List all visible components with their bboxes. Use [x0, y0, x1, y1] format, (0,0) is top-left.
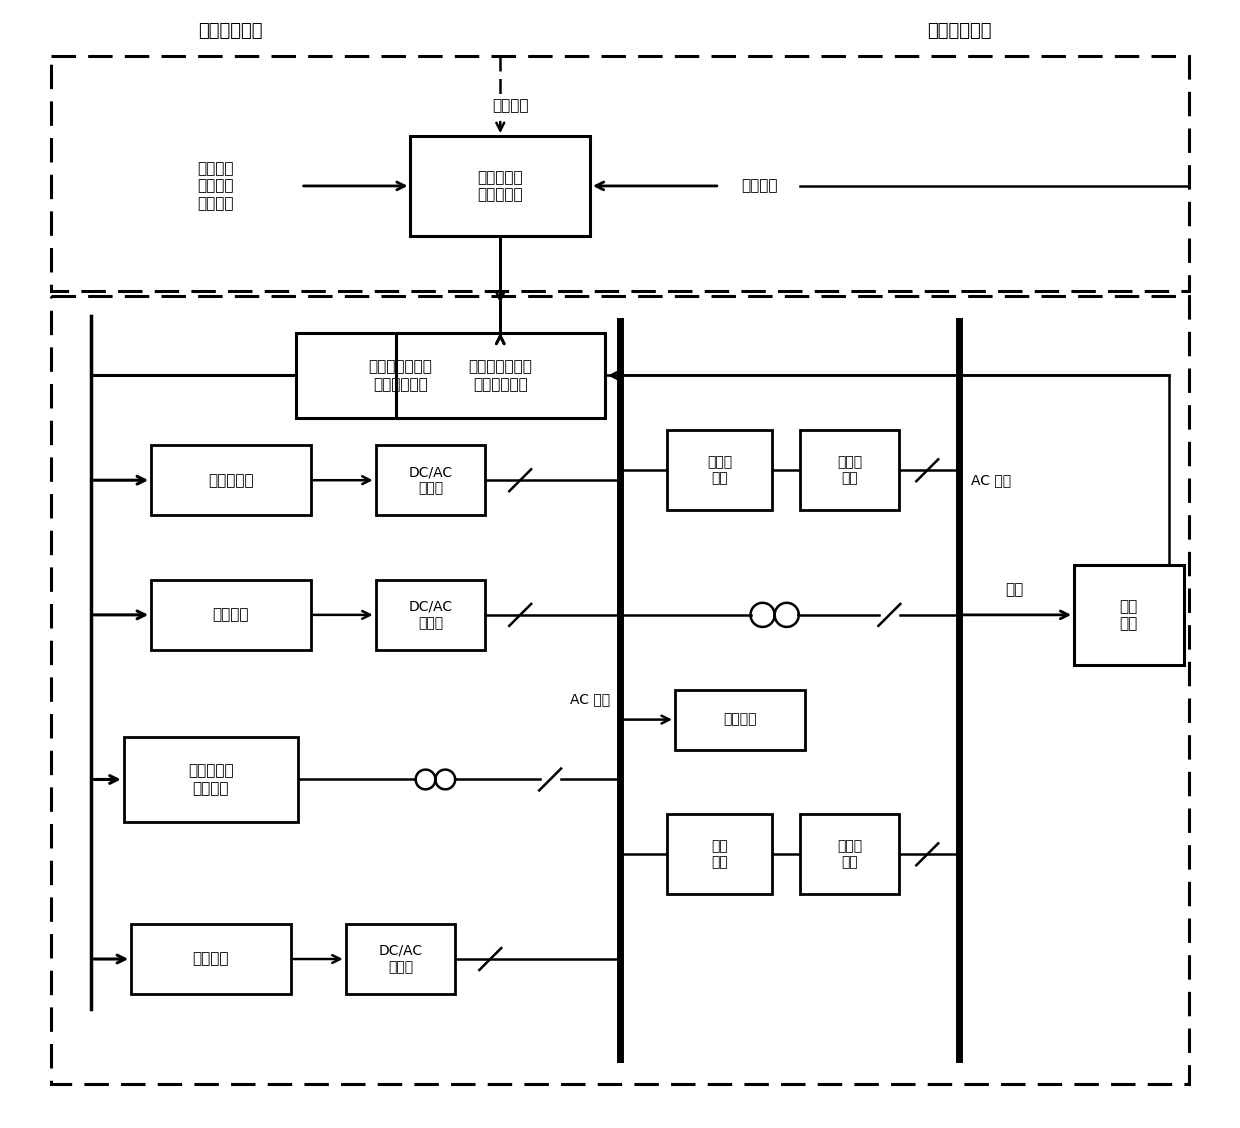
Bar: [800, 430, 899, 510]
Bar: [151, 580, 311, 650]
Bar: [800, 814, 899, 895]
Text: 飞轮
储能: 飞轮 储能: [712, 839, 728, 870]
Text: 光伏阵列: 光伏阵列: [192, 952, 229, 967]
Text: 测试实验数据: 测试实验数据: [928, 23, 992, 41]
Text: DC/AC
变换器: DC/AC 变换器: [408, 600, 453, 629]
Text: DC/AC
变换器: DC/AC 变换器: [408, 465, 453, 495]
Text: 铅酸蓄
电池: 铅酸蓄 电池: [707, 455, 733, 485]
Bar: [376, 446, 485, 515]
Bar: [295, 333, 505, 417]
Text: 约束条件: 约束条件: [742, 178, 777, 193]
Text: DC/AC
变换器: DC/AC 变换器: [378, 944, 423, 975]
Bar: [124, 737, 299, 822]
Text: 系统模型: 系统模型: [492, 98, 528, 114]
Bar: [667, 814, 773, 895]
Text: 机理分析建模: 机理分析建模: [198, 23, 263, 41]
Bar: [667, 430, 773, 510]
Text: 双馈异步风
力发电机: 双馈异步风 力发电机: [188, 764, 233, 795]
Text: 多目标鲁棒分数
阶频率控制器: 多目标鲁棒分数 阶频率控制器: [368, 359, 433, 391]
Text: 双向变
换器: 双向变 换器: [837, 455, 862, 485]
Text: 满足工程
需求的多
性能指标: 满足工程 需求的多 性能指标: [197, 161, 234, 211]
Bar: [675, 689, 805, 749]
Text: 交流负载: 交流负载: [723, 713, 756, 726]
Text: 多目标约束
优化求解器: 多目标约束 优化求解器: [477, 169, 523, 202]
Text: 频率: 频率: [1004, 582, 1023, 598]
Text: 柴油发电机: 柴油发电机: [208, 473, 254, 487]
Bar: [131, 924, 290, 994]
Bar: [410, 136, 590, 236]
Text: 多目标鲁棒分数
阶频率控制器: 多目标鲁棒分数 阶频率控制器: [469, 359, 532, 391]
Text: 交流
负载: 交流 负载: [1120, 599, 1138, 631]
Text: AC 母线: AC 母线: [570, 693, 610, 706]
Bar: [151, 446, 311, 515]
Bar: [51, 56, 1189, 291]
Bar: [51, 296, 1189, 1084]
Bar: [346, 924, 455, 994]
Text: AC 母线: AC 母线: [971, 474, 1012, 487]
Bar: [376, 580, 485, 650]
Text: 燃料电池: 燃料电池: [212, 607, 249, 623]
Text: 双向变
换器: 双向变 换器: [837, 839, 862, 870]
Bar: [1074, 565, 1184, 664]
Bar: [396, 333, 605, 417]
